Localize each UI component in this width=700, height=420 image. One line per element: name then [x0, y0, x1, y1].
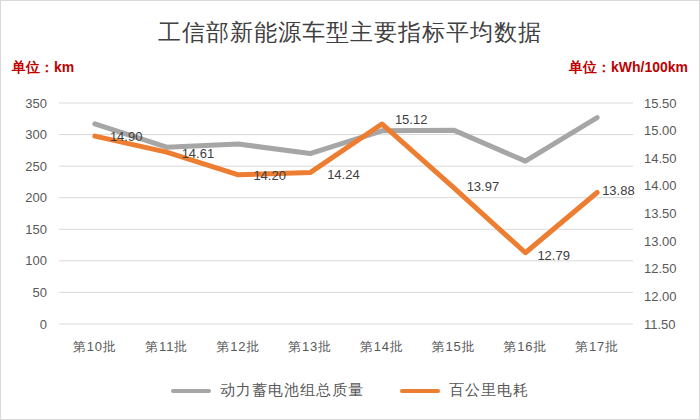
- left-axis-tick: 100: [25, 253, 47, 268]
- right-axis-tick: 15.50: [644, 96, 677, 111]
- data-label: 12.79: [537, 248, 570, 263]
- x-axis-label: 第17批: [575, 339, 619, 354]
- right-axis-tick: 12.00: [644, 289, 677, 304]
- left-axis-tick: 250: [25, 159, 47, 174]
- x-axis-label: 第10批: [73, 339, 117, 354]
- legend-item-battery-mass: 动力蓄电池组总质量: [171, 381, 364, 400]
- data-label: 13.97: [467, 179, 500, 194]
- line-chart-plot: 350 300 250 200 150 100 50 0 15.50 15.00 14.50 14.0…: [1, 1, 700, 420]
- data-label: 14.20: [253, 168, 286, 183]
- x-axis-label: 第12批: [216, 339, 260, 354]
- legend-item-consumption: 百公里电耗: [400, 381, 529, 400]
- left-axis-tick: 300: [25, 127, 47, 142]
- legend-label-consumption: 百公里电耗: [449, 381, 529, 400]
- data-label: 14.61: [182, 146, 215, 161]
- legend-label-battery-mass: 动力蓄电池组总质量: [220, 381, 364, 400]
- left-axis-tick: 150: [25, 222, 47, 237]
- right-axis-tick: 11.50: [644, 317, 676, 332]
- right-axis-tick: 15.00: [644, 123, 677, 138]
- x-axis-label: 第14批: [360, 339, 404, 354]
- right-axis-tick: 14.00: [644, 178, 677, 193]
- x-axis-label: 第13批: [288, 339, 332, 354]
- data-label: 14.90: [110, 129, 143, 144]
- left-axis-tick: 200: [25, 190, 47, 205]
- x-axis-label: 第11批: [145, 339, 189, 354]
- right-axis-tick: 13.00: [644, 234, 677, 249]
- left-axis-tick: 0: [40, 317, 47, 332]
- x-axis-label: 第16批: [503, 339, 547, 354]
- chart-frame: 工信部新能源车型主要指标平均数据 单位：km 单位：kWh/100km 3503…: [0, 0, 700, 420]
- left-axis-tick: 50: [33, 285, 47, 300]
- right-axis-tick: 12.50: [644, 261, 677, 276]
- data-label: 13.88: [602, 183, 635, 198]
- chart-legend: 动力蓄电池组总质量 百公里电耗: [1, 381, 699, 400]
- data-label: 15.12: [395, 112, 428, 127]
- right-axis-tick: 14.50: [644, 151, 677, 166]
- data-label: 14.24: [327, 167, 360, 182]
- x-axis-label: 第15批: [431, 339, 475, 354]
- right-axis-tick: 13.50: [644, 206, 677, 221]
- left-axis-tick: 350: [25, 96, 47, 111]
- consumption-line-swatch-icon: [400, 389, 440, 393]
- battery-mass-line-swatch-icon: [171, 389, 211, 393]
